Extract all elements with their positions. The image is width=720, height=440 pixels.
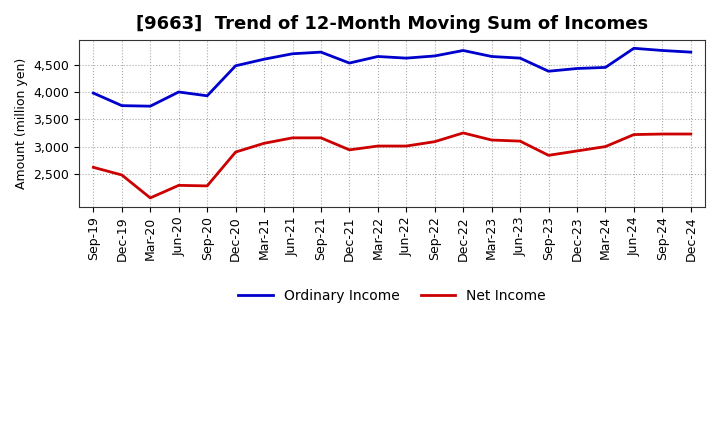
Net Income: [203, 183, 212, 188]
Ordinary Income: [516, 55, 524, 61]
Net Income: [374, 143, 382, 149]
Title: [9663]  Trend of 12-Month Moving Sum of Incomes: [9663] Trend of 12-Month Moving Sum of I…: [136, 15, 648, 33]
Net Income: [658, 132, 667, 137]
Net Income: [146, 195, 155, 201]
Net Income: [459, 130, 467, 136]
Ordinary Income: [146, 103, 155, 109]
Ordinary Income: [345, 60, 354, 66]
Net Income: [544, 153, 553, 158]
Y-axis label: Amount (million yen): Amount (million yen): [15, 58, 28, 189]
Ordinary Income: [174, 89, 183, 95]
Ordinary Income: [317, 49, 325, 55]
Legend: Ordinary Income, Net Income: Ordinary Income, Net Income: [233, 283, 552, 308]
Net Income: [260, 141, 269, 146]
Ordinary Income: [431, 53, 439, 59]
Net Income: [629, 132, 638, 137]
Net Income: [572, 148, 581, 154]
Net Income: [89, 165, 98, 170]
Net Income: [516, 139, 524, 144]
Ordinary Income: [89, 91, 98, 96]
Ordinary Income: [459, 48, 467, 53]
Net Income: [402, 143, 410, 149]
Ordinary Income: [288, 51, 297, 56]
Ordinary Income: [231, 63, 240, 68]
Ordinary Income: [117, 103, 126, 108]
Ordinary Income: [487, 54, 496, 59]
Net Income: [431, 139, 439, 144]
Ordinary Income: [572, 66, 581, 71]
Ordinary Income: [658, 48, 667, 53]
Ordinary Income: [629, 46, 638, 51]
Net Income: [345, 147, 354, 153]
Ordinary Income: [601, 65, 610, 70]
Net Income: [686, 132, 695, 137]
Net Income: [117, 172, 126, 178]
Line: Net Income: Net Income: [94, 133, 690, 198]
Net Income: [317, 135, 325, 140]
Net Income: [174, 183, 183, 188]
Ordinary Income: [374, 54, 382, 59]
Line: Ordinary Income: Ordinary Income: [94, 48, 690, 106]
Net Income: [231, 150, 240, 155]
Net Income: [288, 135, 297, 140]
Net Income: [487, 137, 496, 143]
Ordinary Income: [260, 57, 269, 62]
Ordinary Income: [686, 49, 695, 55]
Ordinary Income: [544, 69, 553, 74]
Ordinary Income: [402, 55, 410, 61]
Net Income: [601, 144, 610, 149]
Ordinary Income: [203, 93, 212, 99]
